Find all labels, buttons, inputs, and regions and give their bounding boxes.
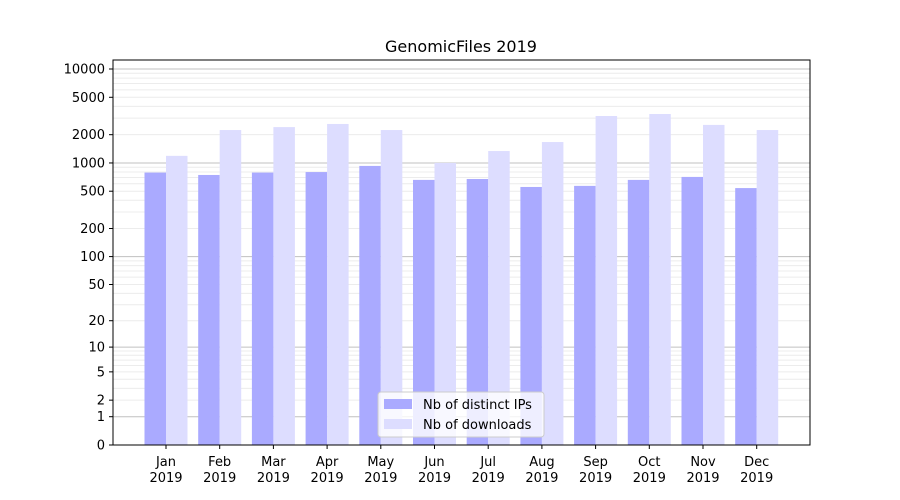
y-tick-label: 50 <box>88 278 105 293</box>
x-tick-label: Aug 2019 <box>525 455 558 486</box>
bar-downloads <box>595 116 618 446</box>
x-tick-label: Jun 2019 <box>418 455 451 486</box>
bars <box>144 114 779 446</box>
x-tick-label: Mar 2019 <box>257 455 290 486</box>
y-tick-label: 200 <box>80 222 105 237</box>
bar-distinct-ips <box>413 179 435 445</box>
bar-downloads <box>541 142 564 445</box>
chart-title: GenomicFiles 2019 <box>385 37 537 56</box>
bar-distinct-ips <box>735 188 757 445</box>
x-tick-label: Apr 2019 <box>311 455 344 486</box>
bar-distinct-ips <box>574 185 596 445</box>
bar-downloads <box>434 162 456 445</box>
x-tick-label: Jul 2019 <box>472 455 505 486</box>
legend: Nb of distinct IPs Nb of downloads <box>377 391 545 438</box>
y-tick-label: 10 <box>88 341 105 356</box>
y-tick-label: 0 <box>97 439 105 454</box>
y-tick-label: 2 <box>97 394 105 409</box>
y-axis: 0 12 5 10 20 50 100 200 500 1000 2000 5000 10000 <box>64 62 113 454</box>
legend-label: Nb of distinct IPs <box>423 398 532 413</box>
bar-distinct-ips <box>627 179 650 445</box>
y-tick-label: 5 <box>97 365 105 380</box>
y-tick-label: 500 <box>80 185 105 200</box>
y-tick-label: 100 <box>80 250 105 265</box>
bar-distinct-ips <box>681 176 703 445</box>
bar-downloads <box>327 123 349 445</box>
bar-distinct-ips <box>198 174 220 445</box>
y-tick-label: 5000 <box>72 91 105 106</box>
bar-downloads <box>756 130 779 445</box>
bar-downloads <box>488 151 510 445</box>
bar-downloads <box>273 127 295 446</box>
y-tick-label: 2000 <box>72 128 105 143</box>
bar-distinct-ips <box>466 178 489 445</box>
bar-distinct-ips <box>305 172 328 446</box>
legend-swatch <box>384 399 412 409</box>
bar-downloads <box>219 130 242 445</box>
bar-downloads <box>703 124 725 445</box>
bar-distinct-ips <box>359 165 381 445</box>
bar-distinct-ips <box>251 172 274 445</box>
legend-swatch <box>384 419 412 429</box>
y-tick-label: 1000 <box>72 156 105 171</box>
x-tick-label: May 2019 <box>364 455 397 486</box>
bar-downloads <box>380 130 403 445</box>
x-tick-label: Sep 2019 <box>579 455 612 486</box>
bar-distinct-ips <box>144 172 166 445</box>
y-tick-label: 1 <box>97 410 105 425</box>
x-axis: Jan 2019 Feb 2019 Mar 2019 Apr 2019 May 2019 Jun 20… <box>149 445 773 486</box>
x-tick-label: Feb 2019 <box>203 455 236 486</box>
bar-downloads <box>649 114 671 445</box>
x-tick-label: Dec 2019 <box>740 455 773 486</box>
bar-downloads <box>166 155 188 445</box>
x-tick-label: Nov 2019 <box>686 455 719 486</box>
x-tick-label: Jan 2019 <box>149 455 182 486</box>
legend-label: Nb of downloads <box>423 418 532 433</box>
bar-distinct-ips <box>520 186 542 446</box>
y-tick-label: 20 <box>88 314 105 329</box>
x-tick-label: Oct 2019 <box>633 455 666 486</box>
legend-box <box>377 391 545 438</box>
y-tick-label: 10000 <box>64 62 105 77</box>
plot-frame <box>112 59 811 446</box>
